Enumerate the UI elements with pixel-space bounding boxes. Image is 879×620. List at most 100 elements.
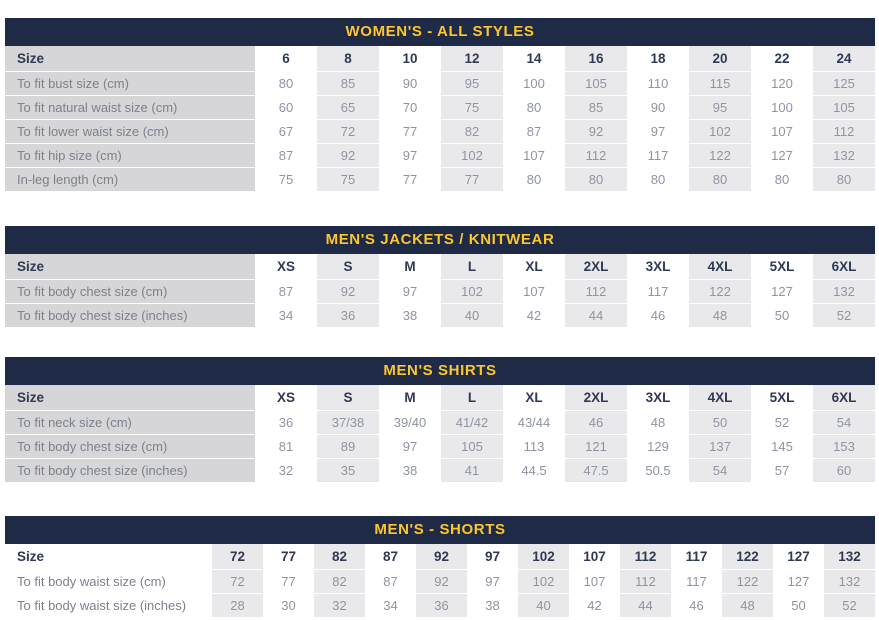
value-cell: 80 xyxy=(503,95,565,120)
value-cell: 102 xyxy=(441,143,503,168)
column-header-cell: 14 xyxy=(503,46,565,72)
value-cell: 80 xyxy=(751,167,813,192)
value-cell: 34 xyxy=(365,593,416,618)
size-header-row: Size 6 8 10 12 14 16 18 20 22 24 xyxy=(5,46,875,72)
column-header-cell: 132 xyxy=(824,544,875,570)
value-cell: 112 xyxy=(620,569,671,594)
value-cell: 60 xyxy=(255,95,317,120)
value-cell: 112 xyxy=(565,143,627,168)
value-cell: 35 xyxy=(317,458,379,483)
value-cell: 47.5 xyxy=(565,458,627,483)
value-cell: 129 xyxy=(627,434,689,459)
value-cell: 46 xyxy=(671,593,722,618)
value-cell: 48 xyxy=(722,593,773,618)
value-cell: 87 xyxy=(255,143,317,168)
value-cell: 80 xyxy=(255,71,317,96)
value-cell: 92 xyxy=(565,119,627,144)
value-cell: 38 xyxy=(379,303,441,328)
column-header-cell: 3XL xyxy=(627,385,689,411)
value-cell: 112 xyxy=(813,119,875,144)
value-cell: 87 xyxy=(503,119,565,144)
column-header-cell: M xyxy=(379,254,441,280)
value-cell: 107 xyxy=(503,143,565,168)
value-cell: 87 xyxy=(255,279,317,304)
column-header-cell: 6 xyxy=(255,46,317,72)
column-header-cell: 102 xyxy=(518,544,569,570)
table-title-bar: MEN'S JACKETS / KNITWEAR xyxy=(5,226,875,254)
table-row: In-leg length (cm) 75 75 77 77 80 80 80 80 80 80 xyxy=(5,167,875,192)
value-cell: 92 xyxy=(416,569,467,594)
value-cell: 90 xyxy=(627,95,689,120)
column-header-cell: XL xyxy=(503,254,565,280)
value-cell: 127 xyxy=(773,569,824,594)
value-cell: 112 xyxy=(565,279,627,304)
value-cell: 52 xyxy=(813,303,875,328)
table-title-bar: MEN'S - SHORTS xyxy=(5,516,875,544)
value-cell: 46 xyxy=(565,410,627,435)
value-cell: 121 xyxy=(565,434,627,459)
value-cell: 102 xyxy=(441,279,503,304)
value-cell: 40 xyxy=(518,593,569,618)
value-cell: 89 xyxy=(317,434,379,459)
value-cell: 38 xyxy=(379,458,441,483)
column-header-cell: 77 xyxy=(263,544,314,570)
value-cell: 105 xyxy=(565,71,627,96)
row-label-cell: To fit body chest size (inches) xyxy=(5,303,255,328)
column-header-cell: 97 xyxy=(467,544,518,570)
column-header-cell: 117 xyxy=(671,544,722,570)
value-cell: 107 xyxy=(569,569,620,594)
size-table-mens-jackets-knitwear: MEN'S JACKETS / KNITWEAR Size XS S M L XL 2XL 3… xyxy=(5,226,875,328)
value-cell: 95 xyxy=(441,71,503,96)
value-cell: 50.5 xyxy=(627,458,689,483)
value-cell: 37/38 xyxy=(317,410,379,435)
column-header-cell: 107 xyxy=(569,544,620,570)
column-header-cell: 4XL xyxy=(689,385,751,411)
column-header-cell: XL xyxy=(503,385,565,411)
value-cell: 90 xyxy=(379,71,441,96)
value-cell: 75 xyxy=(317,167,379,192)
table-row: To fit hip size (cm) 87 92 97 102 107 112 117 12… xyxy=(5,143,875,168)
value-cell: 82 xyxy=(441,119,503,144)
value-cell: 87 xyxy=(365,569,416,594)
column-header-cell: 10 xyxy=(379,46,441,72)
value-cell: 72 xyxy=(317,119,379,144)
value-cell: 153 xyxy=(813,434,875,459)
row-label-cell: To fit body chest size (inches) xyxy=(5,458,255,483)
value-cell: 77 xyxy=(441,167,503,192)
table-title: MEN'S SHIRTS xyxy=(383,362,497,379)
row-label-cell: To fit lower waist size (cm) xyxy=(5,119,255,144)
column-header-cell: 8 xyxy=(317,46,379,72)
value-cell: 54 xyxy=(813,410,875,435)
table-row: To fit bust size (cm) 80 85 90 95 100 105 110 11… xyxy=(5,71,875,96)
value-cell: 113 xyxy=(503,434,565,459)
value-cell: 125 xyxy=(813,71,875,96)
value-cell: 75 xyxy=(441,95,503,120)
table-row: To fit natural waist size (cm) 60 65 70 75 80… xyxy=(5,95,875,120)
value-cell: 46 xyxy=(627,303,689,328)
size-table-mens-shirts: MEN'S SHIRTS Size XS S M L XL 2XL 3XL 4XL 5XL 6XL T… xyxy=(5,357,875,483)
value-cell: 115 xyxy=(689,71,751,96)
size-row-label-cell: Size xyxy=(5,46,255,72)
table-title: MEN'S JACKETS / KNITWEAR xyxy=(325,231,555,248)
value-cell: 80 xyxy=(503,167,565,192)
value-cell: 97 xyxy=(627,119,689,144)
value-cell: 122 xyxy=(689,279,751,304)
value-cell: 72 xyxy=(212,569,263,594)
row-label-cell: To fit bust size (cm) xyxy=(5,71,255,96)
value-cell: 28 xyxy=(212,593,263,618)
row-label-cell: To fit body waist size (inches) xyxy=(5,593,212,618)
column-header-cell: 20 xyxy=(689,46,751,72)
column-header-cell: M xyxy=(379,385,441,411)
value-cell: 117 xyxy=(627,143,689,168)
value-cell: 80 xyxy=(627,167,689,192)
row-label-cell: To fit body waist size (cm) xyxy=(5,569,212,594)
column-header-cell: 16 xyxy=(565,46,627,72)
value-cell: 52 xyxy=(824,593,875,618)
table-title: WOMEN'S - ALL STYLES xyxy=(345,23,535,40)
value-cell: 80 xyxy=(689,167,751,192)
value-cell: 102 xyxy=(518,569,569,594)
column-header-cell: 18 xyxy=(627,46,689,72)
value-cell: 110 xyxy=(627,71,689,96)
size-header-row: Size XS S M L XL 2XL 3XL 4XL 5XL 6XL xyxy=(5,385,875,411)
